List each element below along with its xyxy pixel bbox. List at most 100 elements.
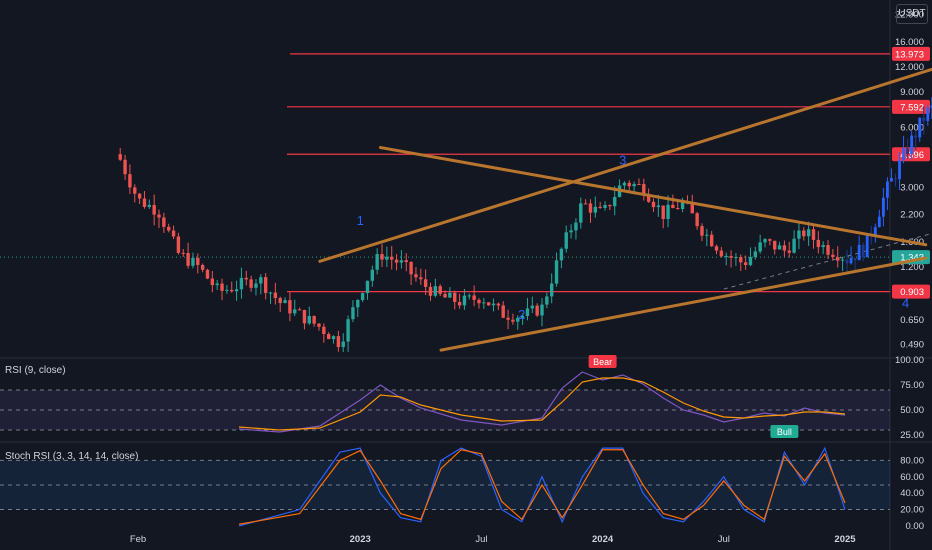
price-tick-label: 22.000 [895,9,924,20]
price-candle [748,257,753,266]
price-candle [167,226,171,231]
currency-button[interactable]: USDT [896,4,928,24]
rsi-tick-label: 75.00 [900,380,924,391]
divergence-signal [770,425,799,438]
rsi-band [0,390,890,430]
price-candle [714,246,719,251]
price-candle [622,182,627,186]
price-candle [637,183,641,185]
stoch-tick-label: 80.00 [900,455,924,466]
price-candle [152,204,156,215]
stoch-tick-label: 0.00 [906,521,925,532]
price-candle [520,315,525,318]
price-candle [676,208,680,210]
price-candle [646,195,651,202]
price-candle [288,300,292,314]
price-candle [564,232,568,249]
price-candle [365,280,370,294]
price-candle [462,295,467,306]
price-candle [540,304,544,316]
time-tick-label: Jul [718,534,730,545]
price-candle [530,305,535,309]
time-tick-label: 2025 [834,534,856,545]
projection-candle [861,244,865,258]
price-candle [234,289,239,292]
price-candle [263,277,268,293]
level-price-tag-label: 0.903 [900,287,924,298]
price-tick-label: 1.200 [900,262,924,273]
price-candle [220,283,224,291]
price-candle [651,201,656,208]
price-candle [656,205,661,208]
price-candle [268,292,273,294]
price-candle [448,292,452,298]
price-candle [162,217,166,227]
price-candle [254,283,258,288]
price-candle [375,254,379,270]
stoch-band [0,460,890,510]
price-candle [297,309,302,311]
price-candle [307,316,311,324]
projection-candle [890,178,893,182]
rsi-tick-label: 25.00 [900,430,924,441]
price-candle [583,203,588,205]
projection-candle [857,244,861,261]
price-candle [690,202,694,214]
price-candle [758,242,762,252]
wedge-trendline [378,146,928,247]
price-candle [491,303,496,306]
price-candle [341,341,345,348]
price-candle [380,254,384,260]
price-candle [472,295,476,300]
price-candle [414,274,418,278]
price-candle [477,299,481,304]
price-candle [443,293,447,298]
time-tick-label: 2024 [592,534,614,545]
price-candle [782,245,787,251]
price-candle [709,234,714,247]
time-tick-label: Feb [130,534,146,545]
price-candle [826,245,830,255]
price-candle [777,245,782,250]
wedge-trendline [439,256,928,352]
price-candle [719,250,724,257]
price-candle [322,326,326,334]
price-candle [453,292,457,302]
projection-candle [853,258,857,261]
price-candle [399,260,404,263]
price-candle [588,203,593,213]
price-tick-label: 0.650 [900,315,924,326]
price-candle [230,289,234,292]
price-candle [516,317,520,322]
projection-candle [906,148,910,155]
price-candle [133,187,137,194]
projection-candle [910,135,914,155]
price-candle [283,300,287,304]
price-candle [525,308,530,316]
rsi-tick-label: 100.00 [895,355,924,366]
price-candle [428,286,433,296]
price-candle [128,174,132,188]
price-candle [787,250,791,253]
price-candle [671,204,675,209]
price-candle [574,222,578,231]
projection-candle [881,197,885,217]
price-candle [753,251,758,258]
price-candle [302,310,307,324]
projection-candle [845,259,849,264]
price-candle [482,302,486,304]
price-candle [700,226,704,236]
level-price-tag [892,284,930,299]
price-candle [118,154,122,160]
price-candle [666,204,670,219]
price-candle [603,205,607,208]
rsi-pane-label: RSI (9, close) [5,365,66,376]
price-candle [433,286,438,296]
projection-candle [926,107,930,121]
price-candle [593,206,598,213]
price-candle [423,279,428,287]
price-candle [370,269,375,281]
price-candle [743,262,748,266]
price-candle [773,240,777,250]
